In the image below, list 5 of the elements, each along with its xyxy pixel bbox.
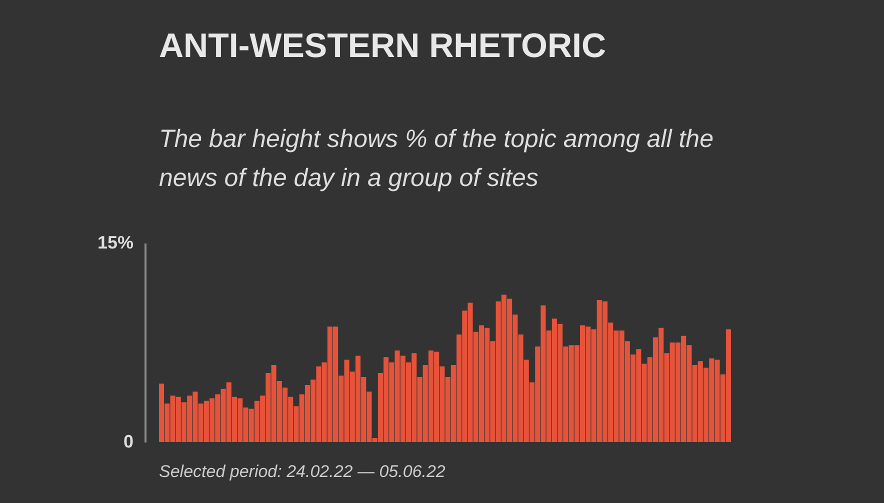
chart-subtitle: The bar height shows % of the topic among all the news of the day in a group of sites [159,124,714,194]
text: Selected period: 24.02.22 — 05.06.22 [159,462,446,482]
chart-title: ANTI-WESTERN RHETORIC [159,27,606,66]
y-tick-label: 0 [123,432,134,452]
y-tick-label: 15% [97,232,134,252]
